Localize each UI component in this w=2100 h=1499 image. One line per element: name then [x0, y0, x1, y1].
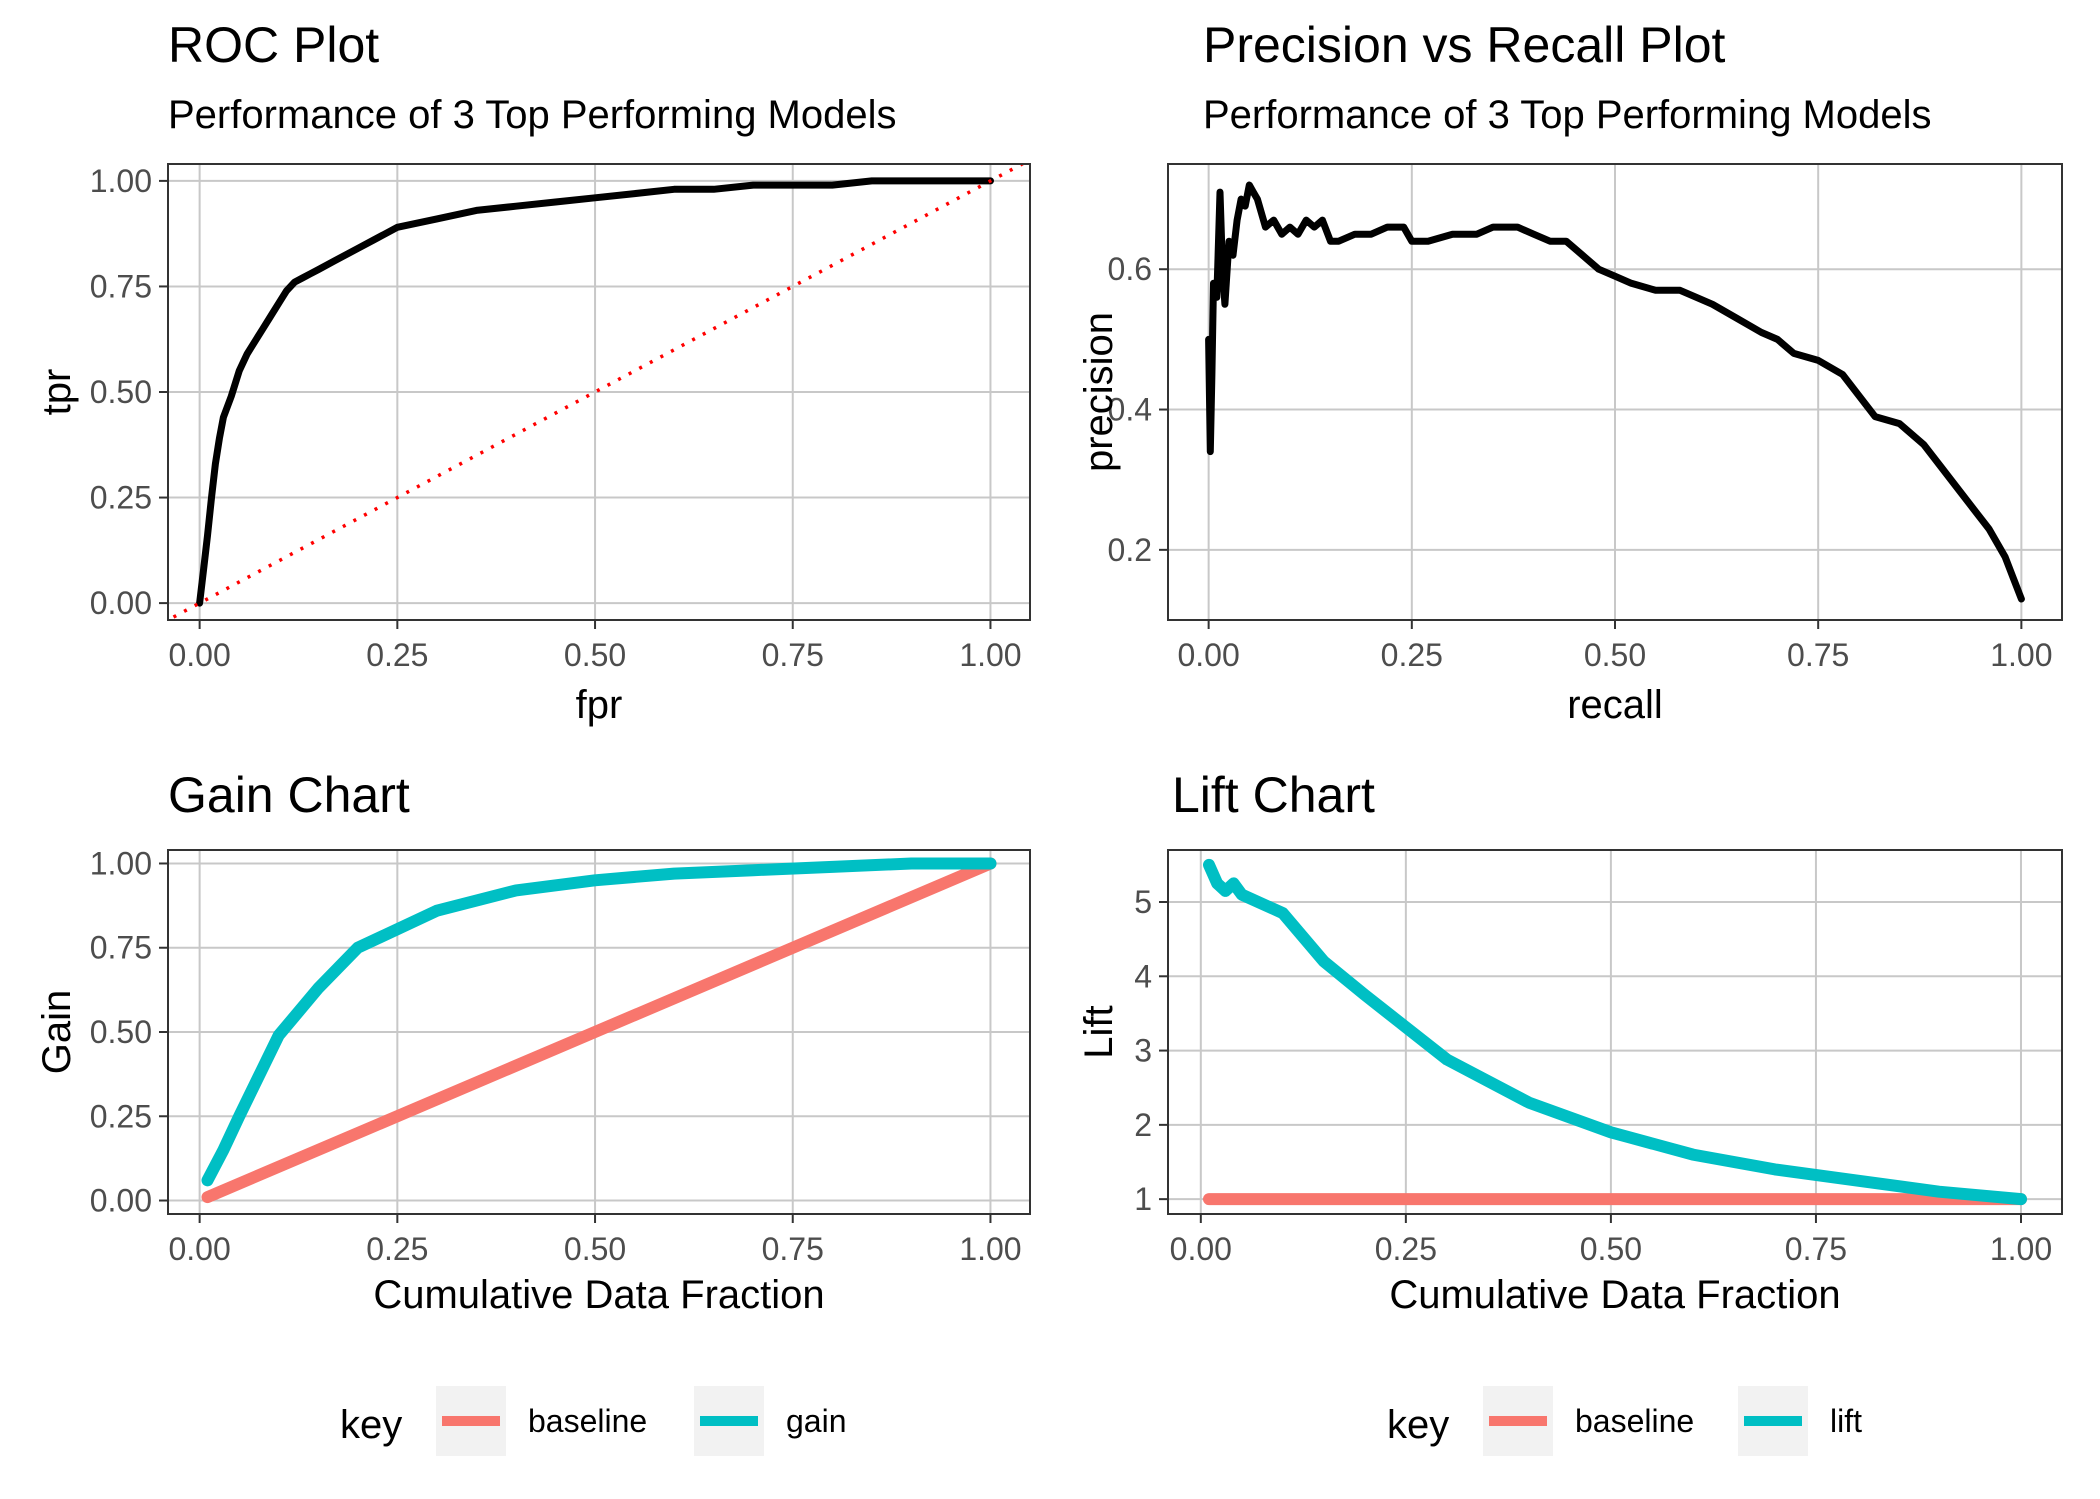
lift-legend: key baseline lift	[1387, 1386, 1862, 1456]
gain-legend-label-gain: gain	[786, 1403, 847, 1439]
lift-plot-frame	[1167, 849, 2063, 1215]
roc-y-tick-label-4: 1.00	[90, 163, 152, 199]
lift-series	[1203, 858, 2027, 1206]
roc-y-tick-label-2: 0.50	[90, 374, 152, 410]
lift-y-tick-label-1: 2	[1134, 1107, 1152, 1143]
gain-x-tick-label-0: 0.00	[168, 1231, 230, 1267]
pr-x-axis-title: recall	[1567, 683, 1663, 727]
gain-series-baseline	[201, 857, 997, 1204]
gain-y-axis-title: Gain	[35, 990, 79, 1075]
lift-y-tick-label-0: 1	[1134, 1181, 1152, 1217]
gain-title: Gain Chart	[168, 767, 410, 823]
gain-x-tick-label-2: 0.50	[564, 1231, 626, 1267]
roc-y-tick-label-3: 0.75	[90, 268, 152, 304]
lift-x-tick-label-0: 0.00	[1170, 1231, 1232, 1267]
lift-x-tick-label-3: 0.75	[1785, 1231, 1847, 1267]
roc-x-tick-label-0: 0.00	[168, 637, 230, 673]
pr-x-tick-label-0: 0.00	[1177, 637, 1239, 673]
gain-ticks: 0.00 0.25 0.50 0.75 1.00 0.00 0.25 0.50 0.75 1.00	[90, 845, 1022, 1267]
roc-x-tick-label-1: 0.25	[366, 637, 428, 673]
roc-y-tick-label-1: 0.25	[90, 480, 152, 516]
pr-y-tick-label-2: 0.6	[1108, 251, 1152, 287]
gain-x-tick-label-3: 0.75	[762, 1231, 824, 1267]
lift-x-tick-label-1: 0.25	[1375, 1231, 1437, 1267]
roc-x-tick-label-3: 0.75	[762, 637, 824, 673]
pr-x-tick-label-3: 0.75	[1787, 637, 1849, 673]
gain-legend: key baseline gain	[340, 1386, 847, 1456]
roc-x-tick-label-4: 1.00	[959, 637, 1021, 673]
roc-panel: ROC Plot Performance of 3 Top Performing…	[35, 17, 1031, 727]
gain-legend-title: key	[340, 1403, 402, 1447]
gain-x-tick-label-4: 1.00	[959, 1231, 1021, 1267]
gain-panel: Gain Chart 0.00 0.25 0.50 0.75 1.000.000.250…	[35, 767, 1031, 1456]
pr-y-axis-title: precision	[1077, 312, 1121, 472]
lift-y-tick-label-2: 3	[1134, 1033, 1152, 1069]
pr-ticks: 0.00 0.25 0.50 0.75 1.00 0.2 0.4 0.6	[1108, 251, 2053, 673]
gain-x-axis-title: Cumulative Data Fraction	[373, 1273, 824, 1317]
pr-title: Precision vs Recall Plot	[1203, 17, 1726, 73]
lift-series-lift	[1203, 858, 2027, 1206]
roc-ticks: 0.00 0.25 0.50 0.75 1.00 0.00 0.25 0.50 0.75 1.00	[90, 163, 1022, 673]
lift-x-tick-label-2: 0.50	[1580, 1231, 1642, 1267]
lift-panel: Lift Chart 0.00 0.25 0.50 0.75 1.00 1 2 3 4 5 Cum…	[1077, 767, 2063, 1456]
gain-y-tick-label-3: 0.75	[90, 930, 152, 966]
roc-subtitle: Performance of 3 Top Performing Models	[168, 93, 897, 137]
pr-y-tick-label-1: 0.4	[1108, 392, 1152, 428]
roc-y-tick-label-0: 0.00	[90, 585, 152, 621]
pr-x-tick-label-2: 0.50	[1584, 637, 1646, 673]
roc-series-curve	[196, 177, 994, 607]
gain-legend-label-baseline: baseline	[528, 1403, 647, 1439]
precision-recall-panel: Precision vs Recall Plot Performance of …	[1077, 17, 2063, 727]
lift-x-tick-label-4: 1.00	[1990, 1231, 2052, 1267]
roc-x-axis-title: fpr	[576, 683, 623, 727]
pr-subtitle: Performance of 3 Top Performing Models	[1203, 93, 1932, 137]
lift-y-axis-title: Lift	[1077, 1005, 1121, 1058]
lift-y-tick-label-3: 4	[1134, 958, 1152, 994]
pr-series	[1205, 181, 2025, 603]
roc-y-axis-title: tpr	[35, 369, 79, 416]
gain-y-tick-label-1: 0.25	[90, 1098, 152, 1134]
gain-y-tick-label-0: 0.00	[90, 1183, 152, 1219]
lift-legend-title: key	[1387, 1403, 1449, 1447]
pr-series-curve	[1205, 181, 2025, 603]
gain-series	[201, 857, 997, 1204]
gain-series-gain	[201, 857, 997, 1187]
roc-x-tick-label-2: 0.50	[564, 637, 626, 673]
gain-x-tick-label-1: 0.25	[366, 1231, 428, 1267]
gain-y-tick-label-2: 0.50	[90, 1014, 152, 1050]
roc-title: ROC Plot	[168, 17, 379, 73]
lift-legend-label-lift: lift	[1830, 1403, 1862, 1439]
gain-y-tick-label-4: 1.00	[90, 845, 152, 881]
lift-legend-label-baseline: baseline	[1575, 1403, 1694, 1439]
roc-series	[168, 164, 1026, 620]
pr-y-tick-label-0: 0.2	[1108, 532, 1152, 568]
pr-x-tick-label-1: 0.25	[1381, 637, 1443, 673]
pr-x-tick-label-4: 1.00	[1990, 637, 2052, 673]
lift-title: Lift Chart	[1172, 767, 1375, 823]
roc-grid	[168, 164, 1030, 620]
lift-x-axis-title: Cumulative Data Fraction	[1389, 1273, 1840, 1317]
lift-y-tick-label-4: 5	[1134, 884, 1152, 920]
lift-ticks: 0.00 0.25 0.50 0.75 1.00 1 2 3 4 5	[1134, 884, 2052, 1267]
